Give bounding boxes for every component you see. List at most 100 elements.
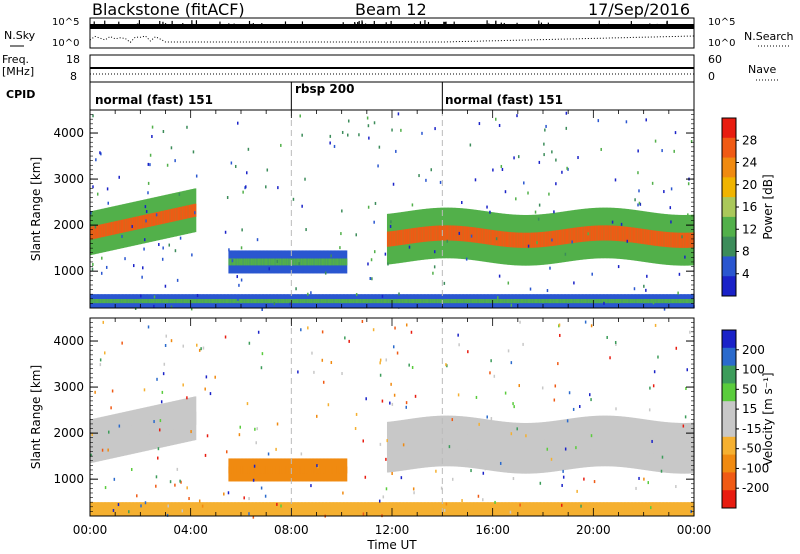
echo-cell [273, 299, 276, 304]
n-tick-right-low: 10^0 [708, 38, 736, 49]
echo-cell [626, 239, 629, 243]
echo-cell [145, 210, 148, 214]
echo-cell [575, 435, 578, 451]
echo-cell [522, 299, 525, 304]
echo-cell [603, 433, 606, 449]
echo-cell [96, 299, 99, 304]
echo-cell [411, 299, 414, 304]
echo-cell [527, 191, 529, 195]
echo-cell [597, 433, 600, 449]
echo-cell [415, 299, 418, 304]
echo-cell [256, 238, 259, 242]
echo-cell [136, 299, 139, 304]
echo-cell [185, 413, 188, 427]
echo-cell [268, 258, 271, 266]
echo-cell [525, 440, 528, 456]
echo-cell [396, 438, 399, 454]
echo-cell [636, 436, 639, 452]
echo-cell [391, 231, 394, 247]
echo-cell [529, 299, 532, 304]
echo-cell [159, 211, 162, 225]
echo-cell [603, 225, 606, 241]
echo-cell [278, 258, 281, 266]
echo-cell [494, 230, 497, 246]
echo-cell [141, 299, 144, 304]
echo-cell [640, 299, 643, 304]
echo-cell [254, 299, 257, 304]
echo-cell [249, 507, 252, 512]
echo-cell [101, 448, 104, 452]
echo-cell [645, 118, 647, 122]
echo-cell [544, 299, 547, 304]
echo-cell [510, 299, 513, 304]
echo-cell [386, 507, 389, 512]
echo-cell [410, 330, 413, 334]
echo-cell [176, 207, 179, 221]
echo-cell [579, 299, 582, 304]
echo-cell [593, 433, 596, 449]
echo-cell [201, 299, 204, 304]
echo-cell [331, 258, 334, 266]
echo-cell [646, 437, 649, 453]
echo-cell [474, 507, 477, 512]
echo-cell [110, 430, 113, 444]
echo-cell [208, 299, 211, 304]
echo-cell [133, 217, 136, 231]
echo-cell [474, 435, 477, 451]
echo-cell [183, 299, 186, 304]
echo-cell [519, 320, 521, 324]
echo-cell [433, 265, 436, 269]
echo-cell [577, 507, 580, 512]
echo-cell [252, 478, 255, 482]
echo-cell [625, 507, 628, 512]
echo-cell [366, 507, 369, 512]
echo-cell [167, 417, 170, 431]
echo-cell [415, 507, 418, 512]
echo-cell [429, 249, 431, 253]
echo-cell [473, 507, 476, 512]
echo-cell [270, 507, 273, 512]
echo-cell [468, 507, 471, 512]
echo-cell [425, 507, 428, 512]
echo-cell [629, 227, 632, 243]
echo-cell [248, 512, 250, 516]
echo-cell [516, 299, 519, 304]
echo-cell [584, 299, 587, 304]
echo-cell [671, 232, 674, 248]
echo-cell [558, 229, 561, 246]
echo-cell [571, 436, 574, 452]
echo-cell [286, 466, 289, 474]
echo-cell [647, 229, 650, 245]
echo-cell [443, 299, 446, 304]
echo-cell [445, 507, 448, 512]
echo-cell [484, 507, 487, 512]
echo-cell [350, 507, 353, 512]
echo-cell [288, 258, 291, 266]
echo-cell [431, 225, 434, 242]
echo-cell [677, 232, 680, 248]
echo-cell [90, 211, 92, 215]
echo-cell [91, 267, 94, 271]
echo-cell [152, 507, 155, 512]
echo-cell [151, 213, 154, 227]
echo-cell [663, 439, 666, 455]
echo-cell [573, 227, 576, 243]
echo-cell [281, 299, 284, 304]
echo-cell [136, 507, 139, 512]
echo-cell [271, 466, 274, 474]
echo-cell [273, 507, 276, 512]
echo-cell [619, 299, 622, 304]
echo-cell [129, 507, 132, 512]
echo-cell [347, 119, 350, 123]
echo-cell [483, 228, 486, 244]
echo-cell [334, 507, 337, 512]
echo-cell [663, 247, 665, 251]
echo-cell [657, 355, 659, 359]
echo-cell [579, 405, 581, 409]
echo-cell [670, 299, 673, 304]
echo-cell [352, 299, 355, 304]
x-tick-label: 00:00 [73, 523, 108, 537]
echo-cell [573, 435, 576, 451]
colorbar-tick-label: 50 [742, 382, 757, 396]
